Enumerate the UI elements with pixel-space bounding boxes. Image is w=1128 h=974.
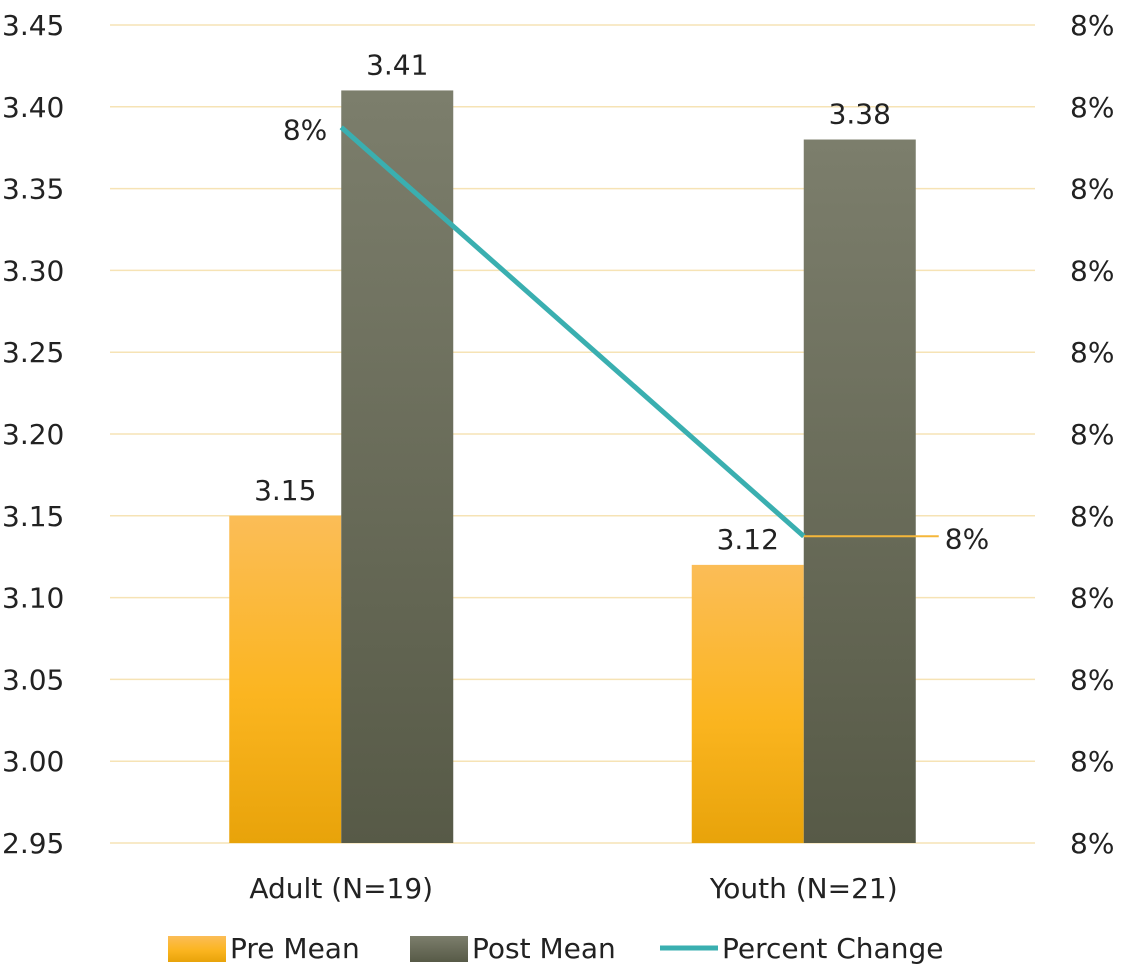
- bar-value-label: 3.41: [366, 48, 428, 81]
- y-tick-label: 3.40: [2, 91, 64, 124]
- legend: Pre Mean Post Mean Percent Change: [168, 932, 943, 965]
- line-value-label: 8%: [945, 522, 989, 555]
- post-mean-bar: [803, 139, 916, 843]
- y2-tick-label: 8%: [1070, 663, 1114, 696]
- y-tick-label: 3.10: [2, 582, 64, 615]
- bar-value-label: 3.38: [829, 98, 891, 131]
- y-tick-label: 3.30: [2, 254, 64, 287]
- bar-value-label: 3.15: [254, 474, 316, 507]
- pre-mean-bar: [691, 564, 804, 843]
- y2-tick-label: 8%: [1070, 9, 1114, 42]
- y2-tick-label: 8%: [1070, 418, 1114, 451]
- line-value-label: 8%: [283, 113, 327, 146]
- y-axis-left: 2.95 3.00 3.05 3.10 3.15 3.20 3.25 3.30 3.35 3.40…: [2, 9, 64, 860]
- pre-mean-bar: [229, 515, 342, 843]
- y2-tick-label: 8%: [1070, 745, 1114, 778]
- y2-tick-label: 8%: [1070, 254, 1114, 287]
- y2-tick-label: 8%: [1070, 582, 1114, 615]
- legend-swatch: [168, 936, 226, 962]
- percent-change-series-line: [339, 125, 806, 539]
- y-tick-label: 3.05: [2, 663, 64, 696]
- y2-tick-label: 8%: [1070, 500, 1114, 533]
- bar-value-label: 3.12: [717, 523, 779, 556]
- x-category-label: Adult (N=19): [249, 872, 433, 905]
- legend-label: Percent Change: [722, 932, 943, 965]
- y2-tick-label: 8%: [1070, 827, 1114, 860]
- y2-tick-label: 8%: [1070, 336, 1114, 369]
- y-tick-label: 3.20: [2, 418, 64, 451]
- legend-label: Pre Mean: [230, 932, 360, 965]
- bars: [229, 90, 916, 843]
- post-mean-bar: [341, 90, 454, 843]
- y2-tick-label: 8%: [1070, 173, 1114, 206]
- y-tick-label: 3.25: [2, 336, 64, 369]
- y-tick-label: 3.15: [2, 500, 64, 533]
- y2-tick-label: 8%: [1070, 91, 1114, 124]
- data-labels: 3.15 3.41 3.12 3.38 8% 8%: [254, 48, 989, 555]
- percent-change-line: [339, 125, 806, 539]
- y-axis-right: 8% 8% 8% 8% 8% 8% 8% 8% 8% 8% 8%: [1070, 9, 1114, 860]
- legend-label: Post Mean: [472, 932, 616, 965]
- y-tick-label: 3.35: [2, 173, 64, 206]
- y-tick-label: 2.95: [2, 827, 64, 860]
- x-axis: Adult (N=19) Youth (N=21): [249, 872, 897, 905]
- y-tick-label: 3.45: [2, 9, 64, 42]
- legend-swatch: [410, 936, 468, 962]
- y-tick-label: 3.00: [2, 745, 64, 778]
- x-category-label: Youth (N=21): [709, 872, 898, 905]
